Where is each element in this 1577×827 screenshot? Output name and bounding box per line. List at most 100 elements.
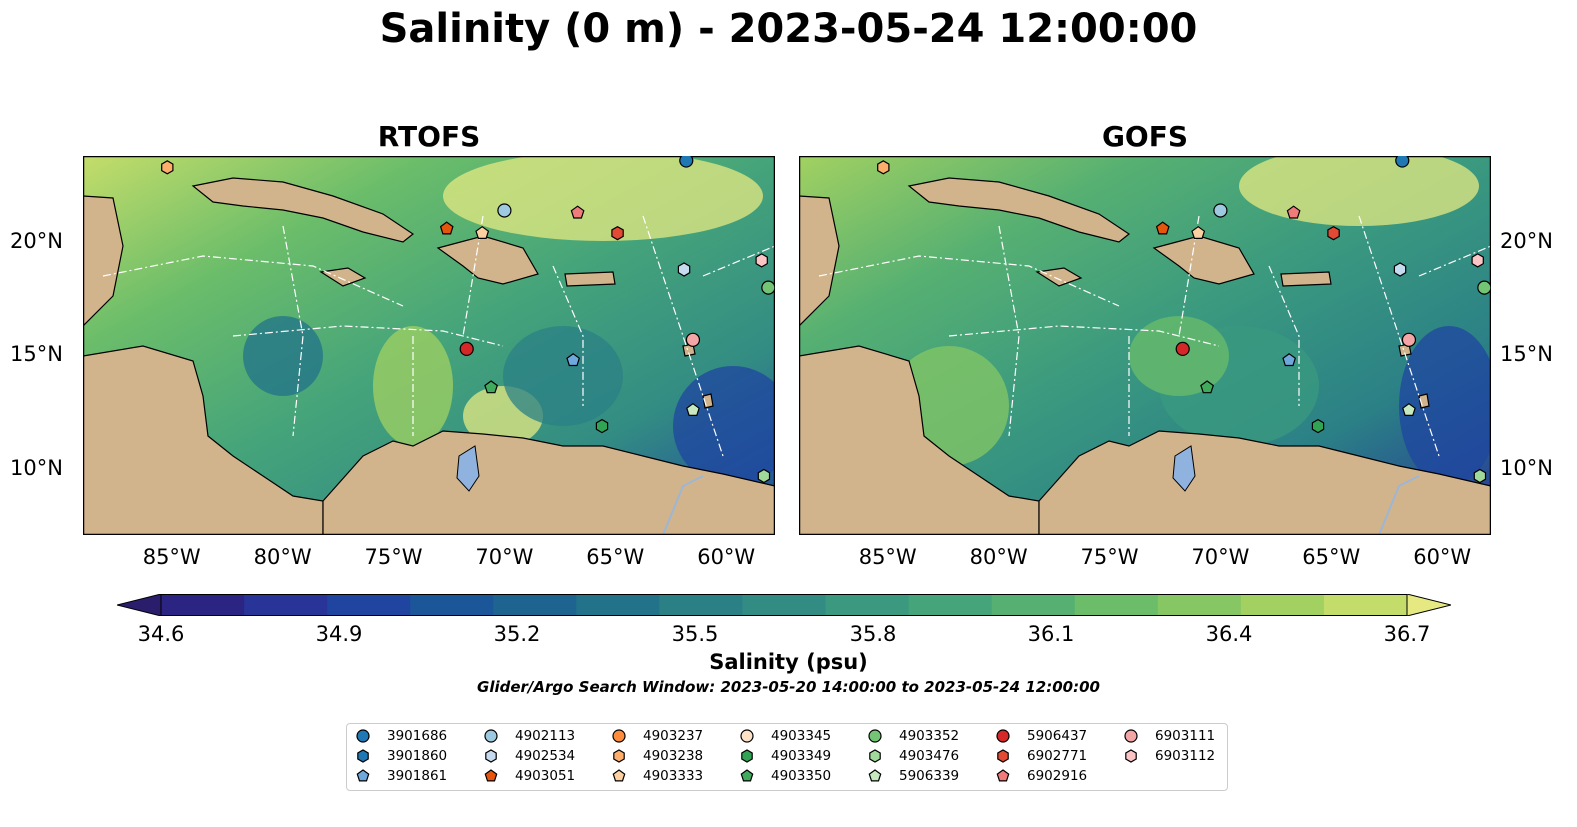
- legend-marker-6902916: [996, 769, 1010, 782]
- lat-tick-left-10: 10°N: [10, 456, 63, 480]
- lat-tick-right-20: 20°N: [1500, 229, 1553, 253]
- lon-tick-gofs-5: 60°W: [1413, 545, 1472, 569]
- float-4903476-marker: [757, 468, 771, 484]
- float-4903349-marker: [1311, 418, 1325, 434]
- legend-marker-3901860: [357, 749, 369, 763]
- float-6903111-marker: [1401, 332, 1417, 347]
- legend-marker-shape-6902771: [997, 749, 1009, 763]
- lon-tick-gofs-4: 65°W: [1302, 545, 1361, 569]
- panel-title-gofs: GOFS: [1101, 120, 1189, 153]
- legend-marker-4903476: [869, 749, 881, 763]
- legend-label-4903352: 4903352: [899, 728, 960, 744]
- lon-tick-rtofs-2: 75°W: [364, 545, 423, 569]
- legend-marker-4903350: [740, 769, 754, 782]
- colorbar-tick-4: 35.8: [849, 622, 897, 646]
- gofs-salinity-map: [799, 156, 1491, 535]
- float-6902771-marker: [611, 226, 624, 241]
- figure-title: Salinity (0 m) - 2023-05-24 12:00:00: [379, 6, 1198, 52]
- legend-label-6903111: 6903111: [1155, 728, 1216, 744]
- legend-marker-shape-6902916: [996, 769, 1010, 782]
- float-6902771-marker: [1327, 226, 1340, 241]
- legend-marker-shape-6903111: [1124, 729, 1138, 743]
- lat-tick-left-15: 15°N: [10, 342, 63, 366]
- legend-marker-shape-4903238: [613, 749, 625, 763]
- legend-marker-shape-4903350: [740, 769, 754, 782]
- legend-label-4903051: 4903051: [515, 768, 576, 784]
- float-4903350-marker: [484, 380, 499, 394]
- legend-label-4902534: 4902534: [515, 748, 576, 764]
- legend-marker-4903051: [484, 769, 498, 782]
- float-3901861-marker: [566, 353, 581, 367]
- colorbar-tick-0: 34.6: [137, 622, 185, 646]
- float-6902916-marker: [1286, 205, 1301, 219]
- rtofs-salinity-map: [83, 156, 775, 535]
- float-6903112-marker: [1471, 253, 1484, 268]
- float-4903350-marker: [1200, 380, 1215, 394]
- legend-marker-shape-4903352: [868, 729, 882, 743]
- float-4903238-marker: [161, 160, 174, 175]
- float-4903238-marker: [877, 160, 890, 175]
- float-5906437-marker: [459, 341, 474, 357]
- legend-marker-4903345: [740, 729, 754, 743]
- lat-tick-left-20: 20°N: [10, 229, 63, 253]
- legend-marker-6903112: [1125, 749, 1137, 763]
- lon-tick-rtofs-3: 70°W: [475, 545, 534, 569]
- panel-title-rtofs: RTOFS: [377, 120, 481, 153]
- colorbar-tick-7: 36.7: [1383, 622, 1431, 646]
- float-5906339-marker: [686, 402, 700, 416]
- colorbar-label: Salinity (psu): [709, 650, 868, 674]
- legend-marker-shape-4903476: [869, 749, 881, 763]
- legend-label-3901686: 3901686: [387, 728, 448, 744]
- search-window-text: Glider/Argo Search Window: 2023-05-20 14…: [477, 678, 1100, 696]
- colorbar-tick-5: 36.1: [1027, 622, 1075, 646]
- legend-marker-6902771: [997, 749, 1009, 763]
- legend-marker-shape-4902534: [485, 749, 497, 763]
- legend-marker-3901861: [356, 769, 370, 782]
- legend-label-4902113: 4902113: [515, 728, 576, 744]
- legend-marker-shape-4903349: [741, 749, 753, 763]
- legend-marker-4903333: [612, 769, 626, 782]
- legend-marker-shape-5906437: [996, 729, 1010, 743]
- float-6902916-marker: [570, 205, 585, 219]
- colorbar-tick-3: 35.5: [671, 622, 719, 646]
- float-4903051-marker: [439, 221, 454, 235]
- lon-tick-rtofs-4: 65°W: [586, 545, 645, 569]
- lat-tick-right-15: 15°N: [1500, 342, 1553, 366]
- legend-marker-shape-3901861: [356, 769, 370, 782]
- float-4903476-marker: [1473, 468, 1487, 484]
- legend-marker-shape-6903112: [1125, 749, 1137, 763]
- float-6903111-marker: [685, 332, 701, 347]
- legend-label-6902916: 6902916: [1027, 768, 1088, 784]
- legend-marker-3901686: [356, 729, 370, 743]
- legend-label-5906437: 5906437: [1027, 728, 1088, 744]
- float-3901686-marker: [679, 156, 694, 168]
- float-6903112-marker: [755, 253, 768, 268]
- legend-marker-shape-3901860: [357, 749, 369, 763]
- lon-tick-rtofs-0: 85°W: [142, 545, 201, 569]
- float-4903333-marker: [475, 225, 490, 239]
- float-4903051-marker: [1155, 221, 1170, 235]
- legend-label-4903333: 4903333: [643, 768, 704, 784]
- legend-label-4903350: 4903350: [771, 768, 832, 784]
- legend-marker-4903349: [741, 749, 753, 763]
- float-4903352-marker: [761, 280, 775, 295]
- legend-marker-4903352: [868, 729, 882, 743]
- float-5906339-marker: [1402, 402, 1416, 416]
- legend-label-4903345: 4903345: [771, 728, 832, 744]
- legend-marker-5906437: [996, 729, 1010, 743]
- lon-tick-rtofs-1: 80°W: [253, 545, 312, 569]
- salinity-colorbar: [117, 594, 1451, 616]
- legend-label-6903112: 6903112: [1155, 748, 1216, 764]
- legend-label-6902771: 6902771: [1027, 748, 1088, 764]
- legend-label-3901860: 3901860: [387, 748, 448, 764]
- legend-label-5906339: 5906339: [899, 768, 960, 784]
- legend-marker-shape-3901686: [356, 729, 370, 743]
- legend-marker-4902113: [484, 729, 498, 743]
- float-4902113-marker: [497, 203, 512, 218]
- lat-tick-right-10: 10°N: [1500, 456, 1553, 480]
- lon-tick-rtofs-5: 60°W: [697, 545, 756, 569]
- colorbar-tick-6: 36.4: [1205, 622, 1253, 646]
- legend-label-4903238: 4903238: [643, 748, 704, 764]
- legend-marker-4903237: [612, 729, 626, 743]
- lon-tick-gofs-3: 70°W: [1191, 545, 1250, 569]
